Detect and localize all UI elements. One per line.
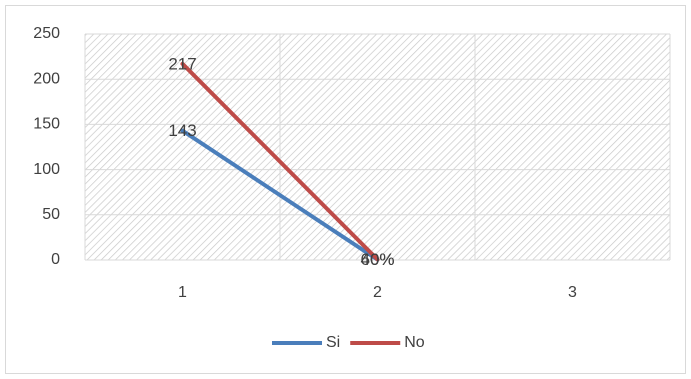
data-label: 217: [168, 54, 196, 73]
data-label: 40%: [360, 250, 394, 269]
plot-area: [85, 34, 670, 260]
y-tick-label: 0: [51, 251, 60, 268]
data-label: 60%: [360, 250, 394, 269]
category-grid: [84, 34, 671, 260]
y-tick-label: 150: [33, 116, 60, 133]
series-line: [180, 128, 380, 262]
x-tick-label: 1: [178, 284, 187, 301]
y-tick-label: 100: [33, 161, 60, 178]
data-label: 143: [168, 121, 196, 140]
legend-label: Si: [326, 334, 340, 351]
y-tick-label: 200: [33, 70, 60, 87]
x-tick-label: 3: [568, 284, 577, 301]
series-line: [180, 61, 380, 262]
x-tick-label: 2: [373, 284, 382, 301]
y-tick-label: 50: [42, 206, 60, 223]
y-tick-label: 250: [33, 25, 60, 42]
legend-label: No: [404, 334, 425, 351]
